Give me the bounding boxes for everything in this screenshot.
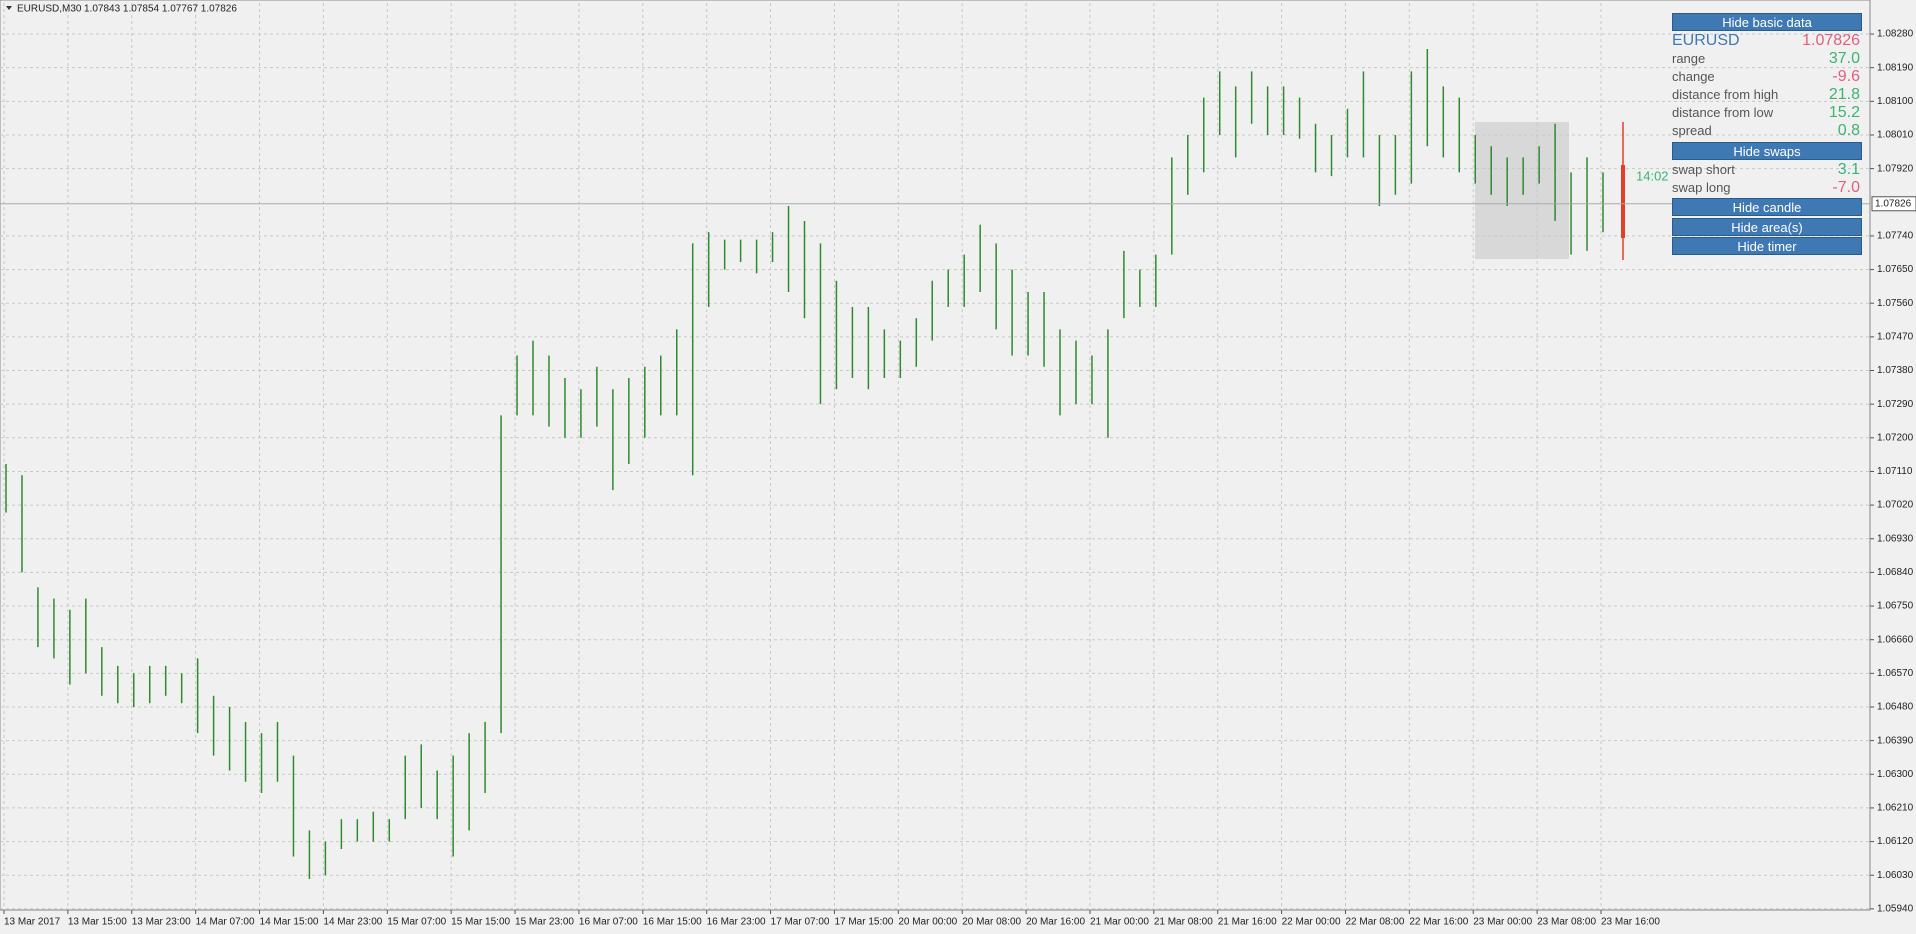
x-tick-label: 14 Mar 07:00 xyxy=(196,917,255,928)
x-tick-label: 16 Mar 23:00 xyxy=(707,917,766,928)
x-tick-label: 20 Mar 16:00 xyxy=(1026,917,1085,928)
quote: 1.07843 1.07854 1.07767 1.07826 xyxy=(84,4,237,15)
y-tick-label: 1.06930 xyxy=(1877,533,1914,544)
info-row: range 37.0 xyxy=(1672,50,1862,68)
info-label: range xyxy=(1672,51,1706,66)
x-tick-label: 14 Mar 23:00 xyxy=(323,917,382,928)
x-tick-label: 21 Mar 16:00 xyxy=(1218,917,1277,928)
info-row: swap short 3.1 xyxy=(1672,161,1862,179)
info-row: distance from high 21.8 xyxy=(1672,86,1862,104)
y-tick-label: 1.08010 xyxy=(1877,130,1914,141)
y-tick-label: 1.07470 xyxy=(1877,332,1914,343)
y-tick-label: 1.07020 xyxy=(1877,500,1914,511)
info-value: -9.6 xyxy=(1832,68,1860,85)
info-label: distance from high xyxy=(1672,87,1779,102)
info-label: distance from low xyxy=(1672,105,1774,120)
info-row: swap long -7.0 xyxy=(1672,179,1862,197)
x-tick-label: 17 Mar 15:00 xyxy=(834,917,893,928)
price: 1.07826 xyxy=(1802,32,1860,49)
info-label: swap long xyxy=(1672,180,1731,195)
y-tick-label: 1.07110 xyxy=(1877,466,1913,477)
y-tick-label: 1.08100 xyxy=(1877,96,1914,107)
menu-arrow xyxy=(6,6,12,10)
x-tick-label: 17 Mar 07:00 xyxy=(771,917,830,928)
symbol-row: EURUSD 1.07826 xyxy=(1672,32,1862,50)
x-tick-label: 15 Mar 07:00 xyxy=(387,917,446,928)
y-tick-label: 1.06480 xyxy=(1877,702,1914,713)
info-label: swap short xyxy=(1672,162,1735,177)
plot-area xyxy=(0,0,1871,911)
y-tick-label: 1.07290 xyxy=(1877,399,1914,410)
y-tick-label: 1.07650 xyxy=(1877,264,1914,275)
y-tick-label: 1.06030 xyxy=(1877,870,1914,881)
info-value: 37.0 xyxy=(1828,50,1860,67)
info-value: 15.2 xyxy=(1828,104,1860,121)
x-tick-label: 23 Mar 00:00 xyxy=(1473,917,1532,928)
x-tick-label: 16 Mar 15:00 xyxy=(643,917,702,928)
button[interactable]: Hide timer xyxy=(1672,237,1862,255)
info-row: spread 0.8 xyxy=(1672,122,1862,140)
y-tick-label: 1.06840 xyxy=(1877,567,1914,578)
y-tick-label: 1.07380 xyxy=(1877,365,1914,376)
info-value: -7.0 xyxy=(1832,179,1860,196)
current-price-label: 1.07826 xyxy=(1875,198,1912,209)
button[interactable]: Hide area(s) xyxy=(1672,218,1862,236)
x-tick-label: 15 Mar 23:00 xyxy=(515,917,574,928)
y-tick-label: 1.06300 xyxy=(1877,769,1914,780)
y-tick-label: 1.07200 xyxy=(1877,432,1914,443)
current-price-box xyxy=(1871,196,1916,212)
x-tick-label: 13 Mar 15:00 xyxy=(68,917,127,928)
y-tick-label: 1.07740 xyxy=(1877,231,1914,242)
y-tick-label: 1.05940 xyxy=(1877,904,1914,915)
x-tick-label: 16 Mar 07:00 xyxy=(579,917,638,928)
info-label: change xyxy=(1672,69,1715,84)
y-tick-label: 1.06210 xyxy=(1877,803,1914,814)
y-tick-label: 1.06120 xyxy=(1877,836,1914,847)
y-tick-label: 1.07920 xyxy=(1877,163,1914,174)
button[interactable]: Hide basic data xyxy=(1672,13,1862,31)
y-tick-label: 1.06750 xyxy=(1877,601,1914,612)
button[interactable]: Hide swaps xyxy=(1672,142,1862,160)
x-tick-label: 22 Mar 16:00 xyxy=(1409,917,1468,928)
y-tick-label: 1.06570 xyxy=(1877,668,1914,679)
x-tick-label: 14 Mar 15:00 xyxy=(260,917,319,928)
x-tick-label: 20 Mar 08:00 xyxy=(962,917,1021,928)
info-value: 3.1 xyxy=(1837,161,1860,178)
info-row: change -9.6 xyxy=(1672,68,1862,86)
y-tick-label: 1.08280 xyxy=(1877,29,1914,40)
x-tick-label: 23 Mar 16:00 xyxy=(1601,917,1660,928)
x-tick-label: 13 Mar 2017 xyxy=(4,917,61,928)
x-tick-label: 22 Mar 08:00 xyxy=(1345,917,1404,928)
info-label: spread xyxy=(1672,123,1712,138)
info-value: 21.8 xyxy=(1828,86,1860,103)
button[interactable]: Hide candle xyxy=(1672,198,1862,216)
x-tick-label: 13 Mar 23:00 xyxy=(132,917,191,928)
x-tick-label: 20 Mar 00:00 xyxy=(898,917,957,928)
x-tick-label: 21 Mar 08:00 xyxy=(1154,917,1213,928)
x-tick-label: 23 Mar 08:00 xyxy=(1537,917,1596,928)
x-tick-label: 22 Mar 00:00 xyxy=(1282,917,1341,928)
info-value: 0.8 xyxy=(1837,122,1860,139)
y-tick-label: 1.06390 xyxy=(1877,735,1914,746)
info-row: distance from low 15.2 xyxy=(1672,104,1862,122)
x-tick-label: 15 Mar 15:00 xyxy=(451,917,510,928)
symbol: EURUSD xyxy=(1672,32,1740,49)
y-tick-label: 1.07560 xyxy=(1877,298,1914,309)
y-tick-label: 1.06660 xyxy=(1877,634,1914,645)
timer: 14:02 xyxy=(1636,168,1669,183)
chart-title: EURUSD,M30 xyxy=(17,4,82,15)
y-tick-label: 1.08190 xyxy=(1877,62,1914,73)
x-tick-label: 21 Mar 00:00 xyxy=(1090,917,1149,928)
